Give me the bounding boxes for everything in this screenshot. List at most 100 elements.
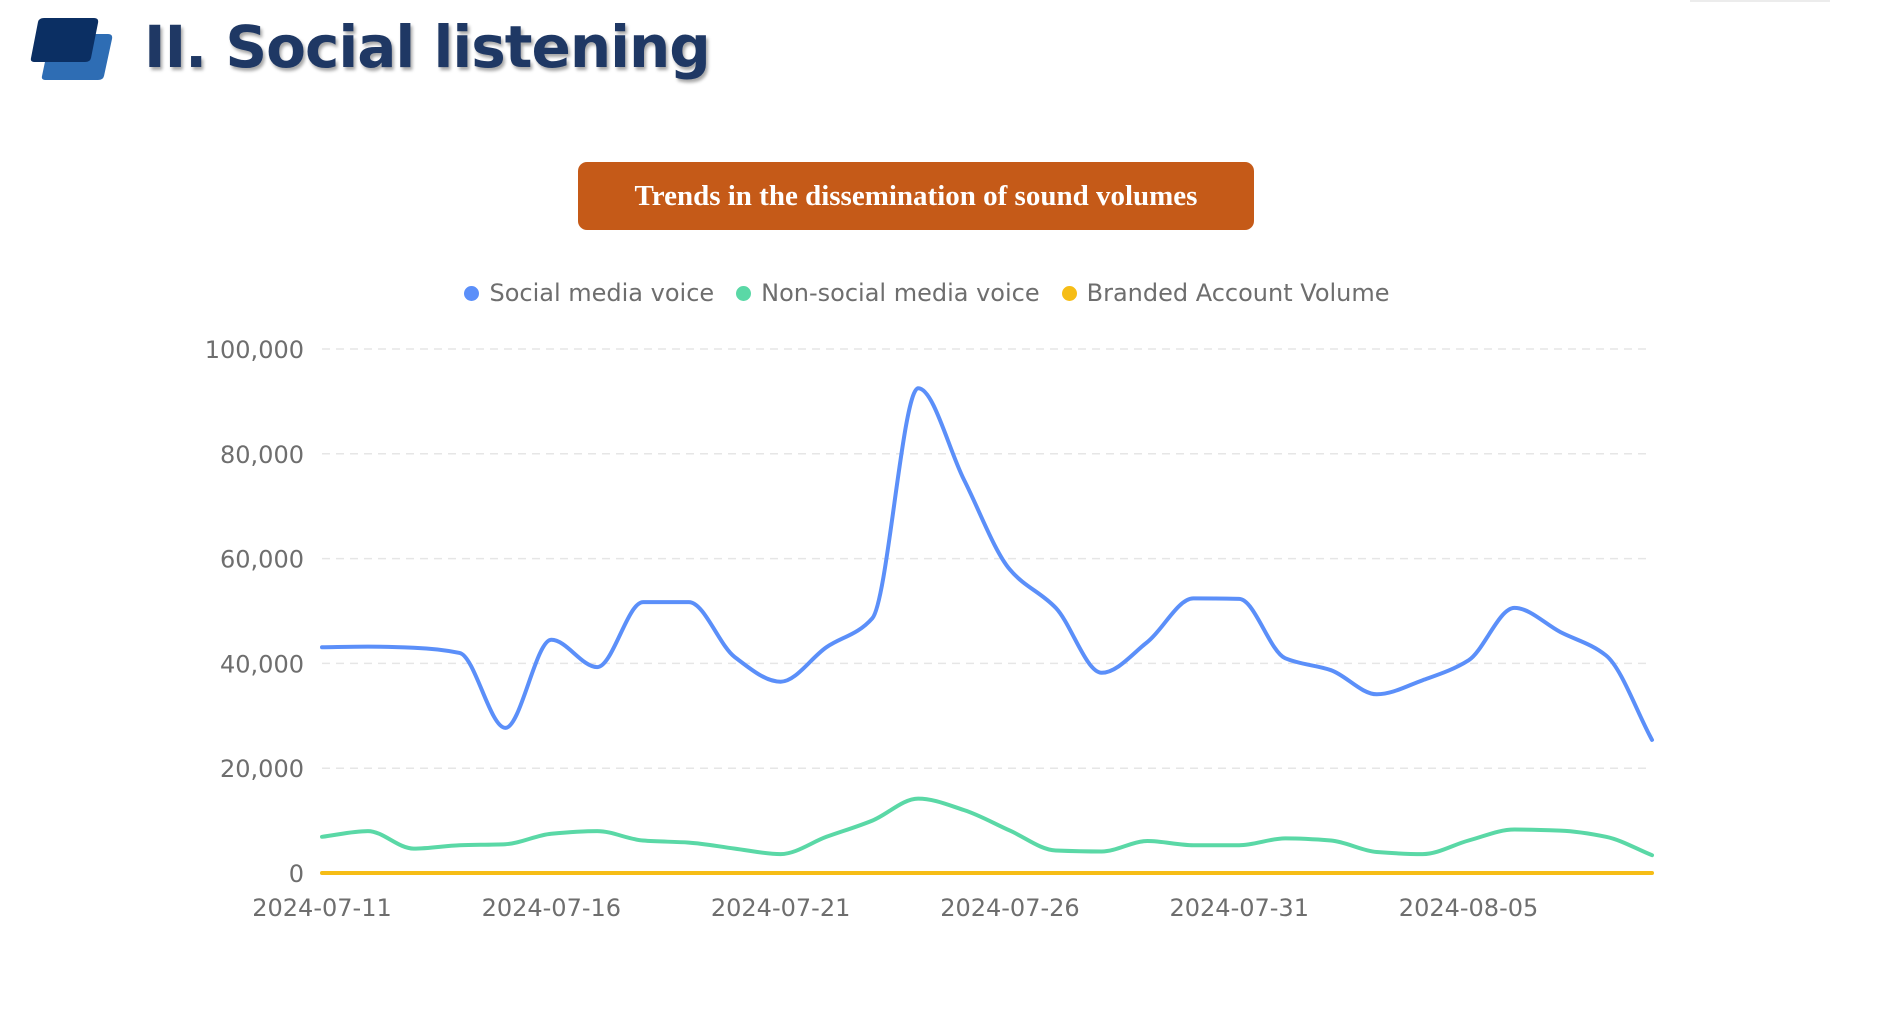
data-point[interactable]: [820, 867, 832, 879]
data-point[interactable]: [729, 867, 741, 879]
data-point[interactable]: [362, 867, 374, 879]
data-point[interactable]: [958, 804, 970, 816]
data-point[interactable]: [683, 596, 695, 608]
data-point[interactable]: [1554, 825, 1566, 837]
data-point[interactable]: [1279, 832, 1291, 844]
data-point[interactable]: [1004, 564, 1016, 576]
data-point[interactable]: [591, 867, 603, 879]
data-point[interactable]: [1463, 835, 1475, 847]
data-point[interactable]: [1233, 839, 1245, 851]
data-point[interactable]: [1371, 867, 1383, 879]
data-point[interactable]: [1417, 867, 1429, 879]
data-point[interactable]: [316, 867, 328, 879]
data-point[interactable]: [1096, 867, 1108, 879]
y-axis-ticks: 0 20,000 40,000 60,000 80,000 100,000: [205, 336, 304, 888]
data-point[interactable]: [1508, 867, 1520, 879]
data-point[interactable]: [545, 634, 557, 646]
data-point[interactable]: [1463, 867, 1475, 879]
data-point[interactable]: [591, 825, 603, 837]
data-point[interactable]: [1417, 674, 1429, 686]
data-point[interactable]: [316, 641, 328, 653]
data-point[interactable]: [362, 825, 374, 837]
data-point[interactable]: [775, 676, 787, 688]
data-point[interactable]: [499, 867, 511, 879]
series-line-social-media-voice[interactable]: [320, 386, 1654, 742]
data-point[interactable]: [912, 382, 924, 394]
data-point[interactable]: [1371, 846, 1383, 858]
data-point[interactable]: [775, 848, 787, 860]
data-point[interactable]: [1600, 650, 1612, 662]
data-point[interactable]: [1233, 593, 1245, 605]
data-point[interactable]: [1187, 592, 1199, 604]
data-point[interactable]: [1646, 867, 1658, 879]
data-point[interactable]: [1004, 825, 1016, 837]
data-point[interactable]: [1325, 867, 1337, 879]
data-point[interactable]: [362, 641, 374, 653]
data-point[interactable]: [958, 867, 970, 879]
data-point[interactable]: [591, 661, 603, 673]
data-point[interactable]: [1371, 688, 1383, 700]
data-point[interactable]: [820, 831, 832, 843]
data-point[interactable]: [1050, 867, 1062, 879]
data-point[interactable]: [729, 651, 741, 663]
data-point[interactable]: [454, 839, 466, 851]
data-point[interactable]: [499, 838, 511, 850]
legend-item-social-media-voice[interactable]: Social media voice: [464, 279, 714, 307]
data-point[interactable]: [1600, 831, 1612, 843]
data-point[interactable]: [1142, 636, 1154, 648]
data-point[interactable]: [408, 843, 420, 855]
data-point[interactable]: [866, 815, 878, 827]
data-point[interactable]: [1325, 835, 1337, 847]
data-point[interactable]: [866, 867, 878, 879]
data-point[interactable]: [912, 793, 924, 805]
data-point[interactable]: [545, 867, 557, 879]
data-point[interactable]: [683, 867, 695, 879]
x-tick-label: 2024-07-31: [1169, 894, 1308, 922]
legend-item-branded-account-volume[interactable]: Branded Account Volume: [1061, 279, 1390, 307]
data-point[interactable]: [912, 867, 924, 879]
data-point[interactable]: [637, 596, 649, 608]
data-point[interactable]: [1417, 848, 1429, 860]
legend-item-non-social-media-voice[interactable]: Non-social media voice: [736, 279, 1040, 307]
data-point[interactable]: [866, 612, 878, 624]
data-point[interactable]: [545, 828, 557, 840]
data-point[interactable]: [1554, 867, 1566, 879]
data-point[interactable]: [820, 641, 832, 653]
data-point[interactable]: [1142, 867, 1154, 879]
data-point[interactable]: [1554, 626, 1566, 638]
data-point[interactable]: [454, 647, 466, 659]
data-point[interactable]: [1646, 734, 1658, 746]
x-axis-ticks: 2024-07-11 2024-07-16 2024-07-21 2024-07-26…: [252, 894, 1538, 922]
data-point[interactable]: [1187, 839, 1199, 851]
data-point[interactable]: [499, 722, 511, 734]
data-point[interactable]: [729, 843, 741, 855]
data-point[interactable]: [1325, 664, 1337, 676]
series-line-non-social-media-voice[interactable]: [320, 796, 1654, 858]
data-point[interactable]: [1646, 849, 1658, 861]
data-point[interactable]: [1004, 867, 1016, 879]
data-point[interactable]: [408, 867, 420, 879]
data-point[interactable]: [1233, 867, 1245, 879]
data-point[interactable]: [1050, 602, 1062, 614]
data-point[interactable]: [1096, 667, 1108, 679]
data-point[interactable]: [454, 867, 466, 879]
data-point[interactable]: [1463, 654, 1475, 666]
data-point[interactable]: [1508, 824, 1520, 836]
data-point[interactable]: [1187, 867, 1199, 879]
legend-label: Social media voice: [489, 279, 715, 307]
data-point[interactable]: [1279, 652, 1291, 664]
data-point[interactable]: [683, 837, 695, 849]
data-point[interactable]: [1600, 867, 1612, 879]
data-point[interactable]: [1508, 602, 1520, 614]
data-point[interactable]: [1279, 867, 1291, 879]
data-point[interactable]: [958, 474, 970, 486]
data-point[interactable]: [1142, 835, 1154, 847]
data-point[interactable]: [1096, 846, 1108, 858]
data-point[interactable]: [1050, 844, 1062, 856]
legend-label: Branded Account Volume: [1086, 279, 1390, 307]
data-point[interactable]: [637, 835, 649, 847]
data-point[interactable]: [637, 867, 649, 879]
data-point[interactable]: [775, 867, 787, 879]
data-point[interactable]: [316, 831, 328, 843]
data-point[interactable]: [408, 642, 420, 654]
